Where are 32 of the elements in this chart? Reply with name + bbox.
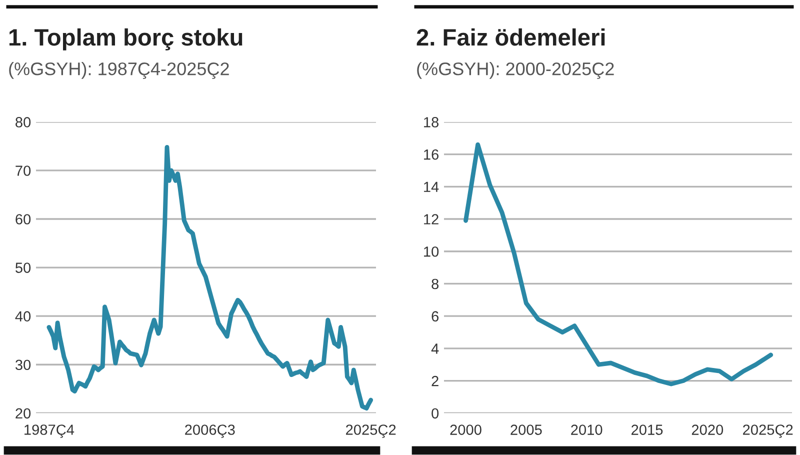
y-tick-label: 30 [15,360,31,370]
y-tick-label: 14 [424,182,439,192]
x-tick-label: 2020 [692,424,724,435]
y-tick-label: 6 [432,311,438,322]
line-series [46,144,374,411]
x-tick-label: 2010 [571,424,602,435]
y-tick-label: 16 [424,149,438,160]
y-tick-label: 80 [16,117,31,128]
x-tick-label: 2025Ç2 [346,424,396,438]
chart-title: 2. Faiz ödemeleri [416,28,605,46]
y-tick-label: 2 [432,376,438,386]
y-tick-label: 4 [431,344,439,354]
y-tick-label: 70 [16,166,31,176]
x-tick-label: 2006Ç3 [185,424,235,438]
line-series [464,142,774,386]
x-tick-label: 2015 [632,424,663,435]
x-tick-label: 1987Ç4 [24,424,74,438]
y-tick-label: 8 [432,278,439,290]
y-tick-label: 12 [424,214,438,224]
y-tick-label: 0 [432,408,439,419]
y-tick-label: 40 [15,311,31,322]
x-tick-label: 2005 [510,424,542,435]
chart-title: 1. Toplam borç stoku [9,28,242,50]
y-tick-label: 18 [424,117,439,128]
y-tick-label: 60 [16,214,31,224]
x-tick-label: 2000 [450,424,482,435]
y-tick-label: 50 [16,262,31,273]
x-tick-label: 2025Ç2 [743,424,793,438]
y-tick-label: 20 [16,408,31,419]
chart-subtitle: (%GSYH): 1987Ç4-2025Ç2 [9,62,229,79]
chart-subtitle: (%GSYH): 2000-2025Ç2 [417,62,614,79]
y-tick-label: 10 [424,246,439,257]
